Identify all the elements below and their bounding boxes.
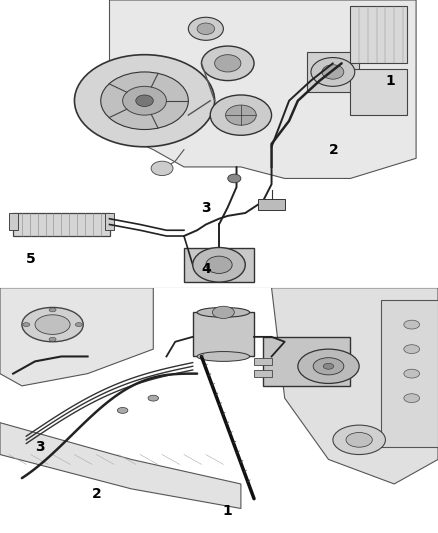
- Text: 5: 5: [26, 252, 36, 266]
- Circle shape: [188, 17, 223, 41]
- Circle shape: [49, 308, 56, 312]
- Polygon shape: [272, 288, 438, 484]
- Bar: [105, 213, 114, 230]
- Circle shape: [346, 432, 372, 447]
- Bar: [193, 312, 254, 357]
- Circle shape: [117, 407, 128, 414]
- Circle shape: [404, 345, 420, 353]
- Ellipse shape: [197, 308, 250, 317]
- Text: 3: 3: [201, 201, 211, 215]
- Bar: [258, 199, 285, 210]
- Circle shape: [123, 86, 166, 115]
- Circle shape: [193, 247, 245, 282]
- Text: 4: 4: [201, 262, 211, 276]
- Circle shape: [313, 358, 344, 375]
- Circle shape: [148, 395, 159, 401]
- Circle shape: [226, 105, 256, 125]
- Bar: [307, 52, 359, 92]
- Text: 2: 2: [92, 487, 101, 501]
- Text: 1: 1: [385, 74, 395, 87]
- Bar: [9, 213, 18, 230]
- Circle shape: [197, 23, 215, 35]
- Circle shape: [23, 322, 30, 327]
- Circle shape: [75, 322, 82, 327]
- Circle shape: [404, 320, 420, 329]
- Circle shape: [228, 174, 241, 183]
- Circle shape: [333, 425, 385, 455]
- Circle shape: [210, 95, 272, 135]
- Bar: [13, 213, 110, 236]
- Circle shape: [311, 58, 355, 86]
- Ellipse shape: [197, 352, 250, 361]
- Bar: [254, 358, 272, 365]
- Circle shape: [136, 95, 153, 107]
- Circle shape: [322, 65, 344, 79]
- Circle shape: [201, 46, 254, 80]
- Circle shape: [74, 55, 215, 147]
- Bar: [350, 69, 407, 115]
- Polygon shape: [0, 423, 241, 508]
- Circle shape: [404, 369, 420, 378]
- Circle shape: [298, 349, 359, 383]
- Bar: [254, 370, 272, 377]
- Circle shape: [151, 161, 173, 175]
- Circle shape: [404, 394, 420, 402]
- Polygon shape: [0, 288, 153, 386]
- Bar: [381, 300, 438, 447]
- Circle shape: [49, 337, 56, 341]
- Text: 2: 2: [328, 143, 338, 157]
- Bar: [184, 247, 254, 282]
- Circle shape: [101, 72, 188, 130]
- Bar: [350, 6, 407, 63]
- Circle shape: [215, 55, 241, 72]
- Circle shape: [323, 364, 334, 369]
- Text: 1: 1: [223, 504, 233, 518]
- Polygon shape: [110, 0, 416, 179]
- Circle shape: [212, 306, 234, 318]
- Circle shape: [206, 256, 232, 273]
- Bar: [263, 337, 350, 386]
- Circle shape: [22, 308, 83, 342]
- Text: 3: 3: [35, 440, 45, 454]
- Circle shape: [35, 315, 70, 334]
